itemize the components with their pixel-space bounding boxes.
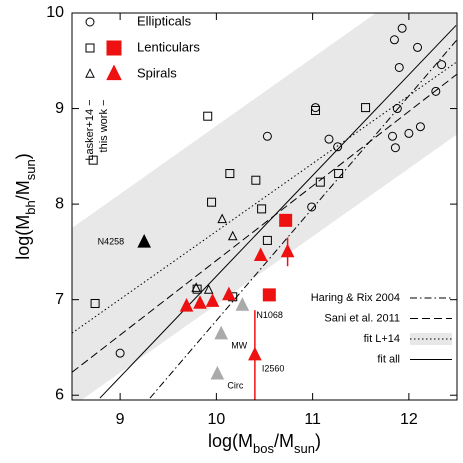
- marker: [248, 346, 262, 361]
- marker: [207, 197, 217, 207]
- marker: [191, 282, 201, 292]
- fit-line: [72, 61, 457, 334]
- legend-marker: [85, 68, 95, 78]
- label-part: sun: [23, 159, 38, 180]
- y-tick-label: 8: [55, 195, 64, 212]
- legend-label: Spirals: [137, 65, 177, 80]
- fit-line: [149, 39, 457, 399]
- fit-line: [72, 73, 457, 373]
- marker: [307, 202, 317, 212]
- marker: [179, 298, 194, 312]
- x-tick-label: 10: [207, 411, 225, 428]
- marker: [324, 134, 334, 144]
- marker: [361, 103, 371, 113]
- x-axis-label: log(Mbos/Msun): [208, 431, 321, 456]
- marker: [90, 298, 100, 308]
- point-label: MW: [231, 340, 247, 350]
- marker: [437, 60, 447, 70]
- marker: [115, 348, 125, 358]
- marker: [251, 175, 261, 185]
- legend-label: Ellipticals: [137, 13, 192, 28]
- marker: [404, 128, 414, 138]
- label-part: bh: [23, 200, 38, 214]
- label-part: /M: [13, 180, 33, 200]
- point-label: I2560: [262, 363, 285, 373]
- marker: [311, 105, 321, 115]
- plot-area: [72, 13, 457, 400]
- y-tick-label: 9: [55, 100, 64, 117]
- label-part: ): [315, 431, 321, 451]
- point-label: Circ: [227, 381, 243, 391]
- marker: [205, 293, 220, 307]
- legend-label: Lenticulars: [137, 39, 200, 54]
- fit-line: [99, 25, 457, 399]
- marker: [257, 204, 267, 214]
- marker: [334, 169, 344, 179]
- label-part: ): [13, 153, 33, 159]
- legend-label: fit all: [377, 353, 400, 365]
- marker: [333, 142, 343, 152]
- marker: [389, 35, 399, 45]
- y-axis-label: log(Mbh/Msun): [13, 153, 38, 259]
- label-part: log(M: [13, 215, 33, 260]
- band: [72, 13, 457, 400]
- marker: [227, 230, 238, 241]
- marker: [222, 286, 236, 301]
- y-tick-label: 7: [55, 291, 64, 308]
- legend-note: this work −: [98, 100, 110, 153]
- marker: [279, 213, 293, 227]
- y-tick-label: 10: [46, 4, 64, 21]
- marker: [214, 325, 228, 340]
- point-label: N4258: [98, 237, 125, 247]
- legend-marker: [85, 43, 95, 53]
- y-tick-label: 6: [55, 386, 64, 403]
- marker: [217, 213, 227, 224]
- marker: [203, 111, 213, 121]
- legend-label: fit L+14: [364, 333, 400, 345]
- marker: [315, 177, 325, 187]
- point-label: N1068: [256, 310, 283, 320]
- marker: [193, 295, 207, 309]
- marker: [394, 62, 404, 72]
- marker: [390, 143, 400, 153]
- plot-frame: [71, 12, 458, 401]
- label-part: /M: [274, 431, 294, 451]
- label-part: sun: [294, 441, 315, 456]
- marker: [203, 284, 214, 294]
- marker: [388, 131, 398, 141]
- marker: [262, 131, 272, 141]
- legend-marker: [106, 64, 122, 81]
- marker: [253, 247, 268, 262]
- marker: [225, 169, 235, 179]
- x-tick-label: 9: [116, 411, 125, 428]
- label-part: log(M: [208, 431, 253, 451]
- marker: [137, 234, 151, 248]
- x-tick-label: 12: [400, 411, 418, 428]
- marker: [88, 155, 98, 165]
- marker: [210, 365, 225, 380]
- legend-label: Haring & Rix 2004: [311, 292, 400, 304]
- marker: [262, 235, 272, 245]
- legend-note: Lasker+14 −: [84, 99, 96, 160]
- legend-marker: [106, 40, 122, 56]
- x-tick-label: 11: [304, 411, 321, 428]
- marker: [392, 104, 402, 114]
- marker: [280, 243, 295, 258]
- marker: [431, 86, 441, 96]
- legend-marker: [85, 17, 95, 27]
- legend-label: Sani et al. 2011: [324, 312, 400, 324]
- marker: [262, 288, 276, 302]
- label-part: bos: [253, 441, 274, 456]
- marker: [235, 297, 250, 311]
- overlay: 9 10 11 12678910log(Mbos/Msun)log(Mbh/Msun)…: [13, 4, 457, 456]
- marker: [397, 23, 407, 33]
- marker: [413, 42, 423, 52]
- marker: [415, 122, 425, 132]
